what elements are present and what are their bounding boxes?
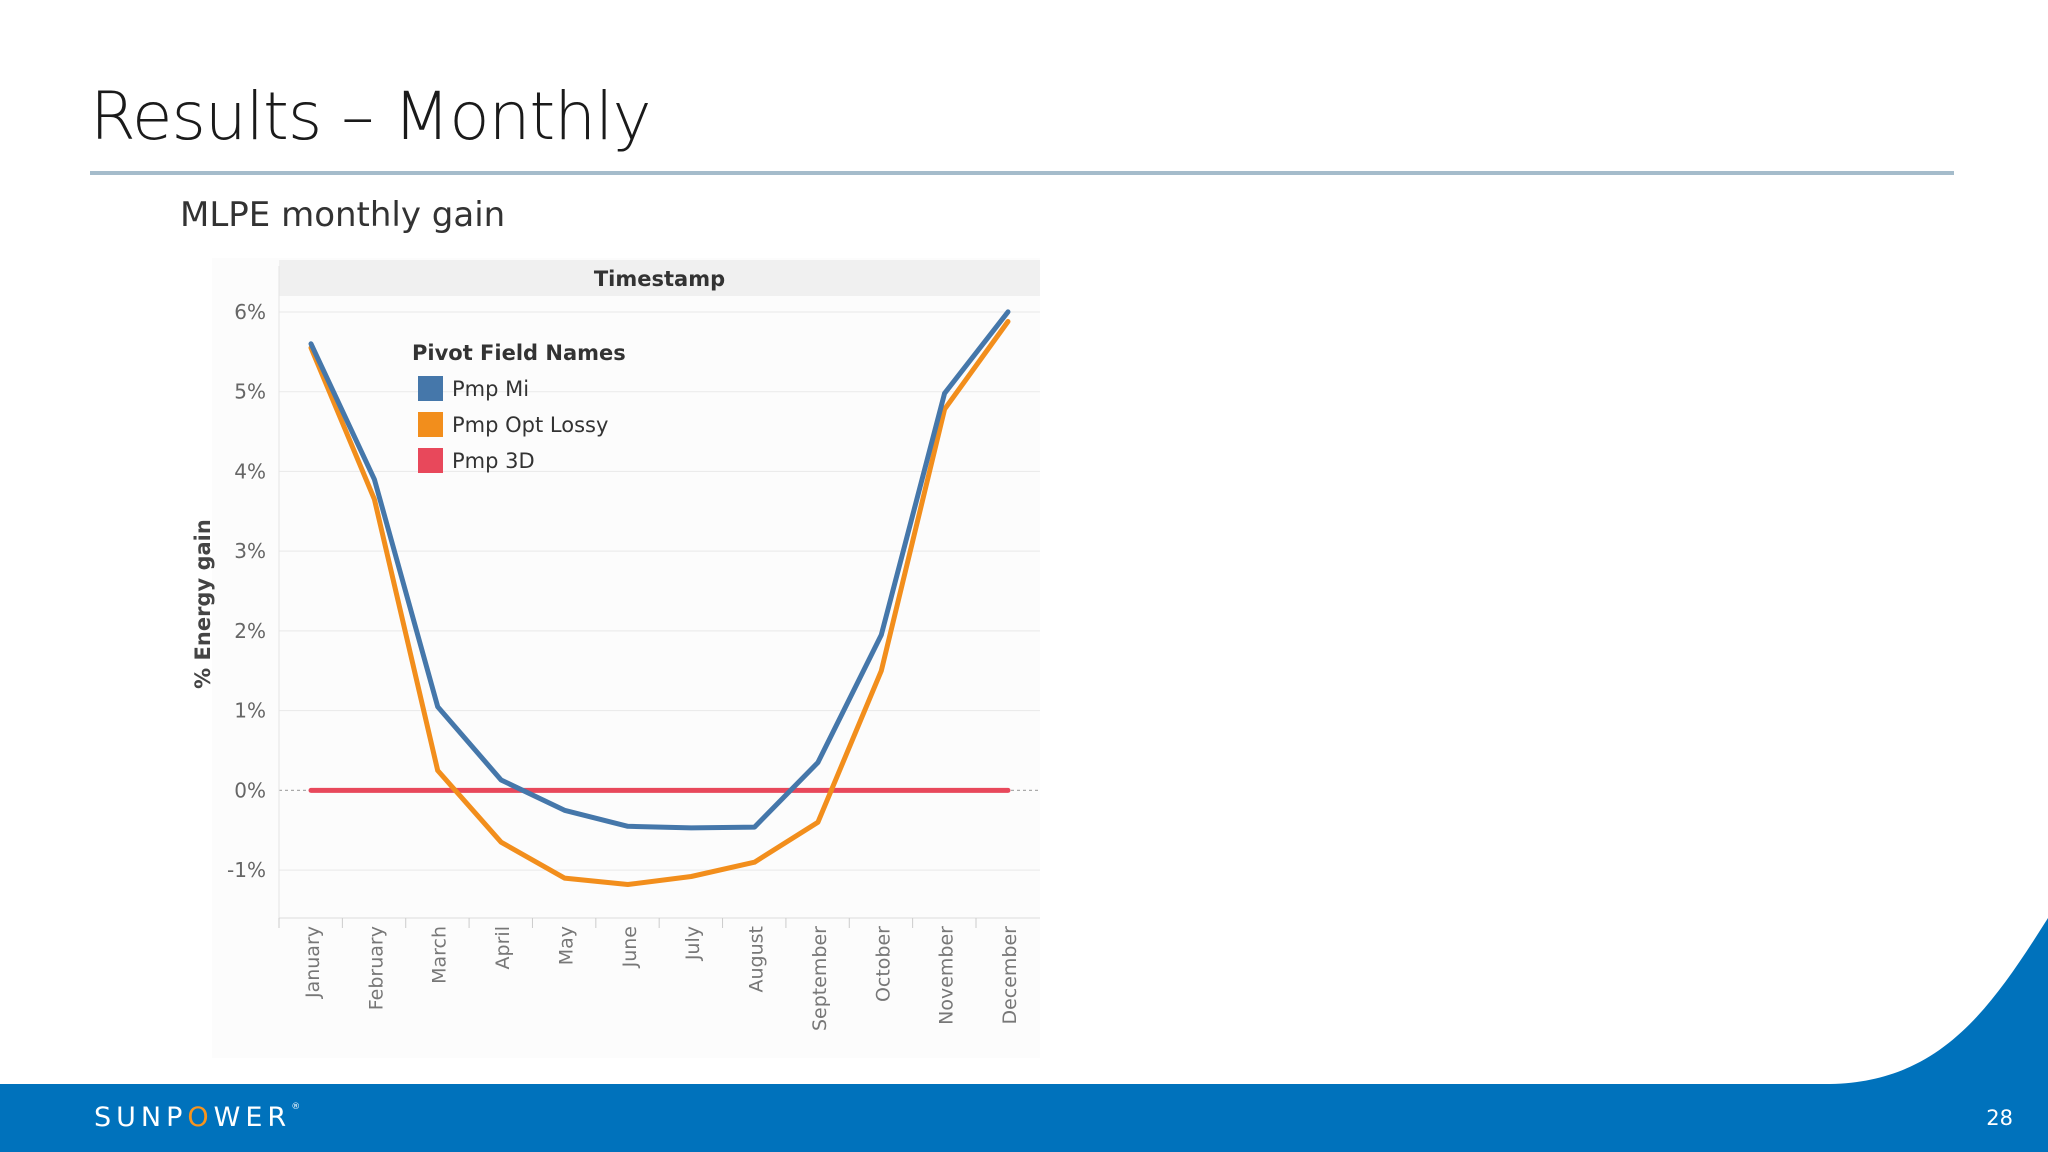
x-tick-label: March	[429, 926, 451, 984]
y-axis-label: % Energy gain	[191, 519, 215, 689]
header-band	[279, 260, 1040, 296]
x-tick-label: December	[999, 926, 1021, 1025]
x-tick-label: June	[619, 926, 641, 968]
chart-header: Timestamp	[594, 267, 725, 291]
x-tick-label: July	[682, 926, 704, 961]
y-tick-label: 1%	[234, 699, 266, 723]
x-tick-label: January	[302, 926, 324, 999]
x-tick-label: April	[492, 926, 514, 969]
y-tick-label: 5%	[234, 380, 266, 404]
sunpower-logo: SUNPOWER®	[94, 1102, 301, 1133]
legend-swatch	[418, 448, 443, 473]
legend-label: Pmp Opt Lossy	[452, 413, 608, 437]
page-number: 28	[1986, 1106, 2013, 1130]
y-tick-label: 2%	[234, 619, 266, 643]
y-tick-label: 3%	[234, 539, 266, 563]
legend-swatch	[418, 412, 443, 437]
x-tick-label: August	[746, 926, 768, 993]
x-tick-label: October	[872, 926, 894, 1002]
x-tick-label: February	[365, 926, 387, 1010]
y-tick-label: 6%	[234, 300, 266, 324]
legend-swatch	[418, 376, 443, 401]
x-tick-label: May	[555, 926, 577, 965]
x-tick-label: September	[809, 926, 831, 1031]
series-line-pmp-opt-lossy	[308, 319, 1011, 887]
chart-title: MLPE monthly gain	[180, 195, 506, 235]
footer-bar	[0, 1084, 2048, 1152]
slide-title: Results – Monthly	[90, 78, 652, 155]
title-rule	[90, 171, 1954, 175]
legend-label: Pmp Mi	[452, 377, 529, 401]
y-tick-label: -1%	[227, 858, 266, 882]
legend-title: Pivot Field Names	[412, 341, 626, 365]
y-tick-label: 0%	[234, 778, 266, 802]
x-tick-label: November	[936, 926, 958, 1025]
chart: Timestamp -1% 0% 1% 2% 3% 4% 5% 6% % Energy gain J…	[191, 260, 1040, 1032]
legend-label: Pmp 3D	[452, 449, 535, 473]
y-tick-label: 4%	[234, 459, 266, 483]
series-line-pmp-mi	[308, 309, 1011, 831]
